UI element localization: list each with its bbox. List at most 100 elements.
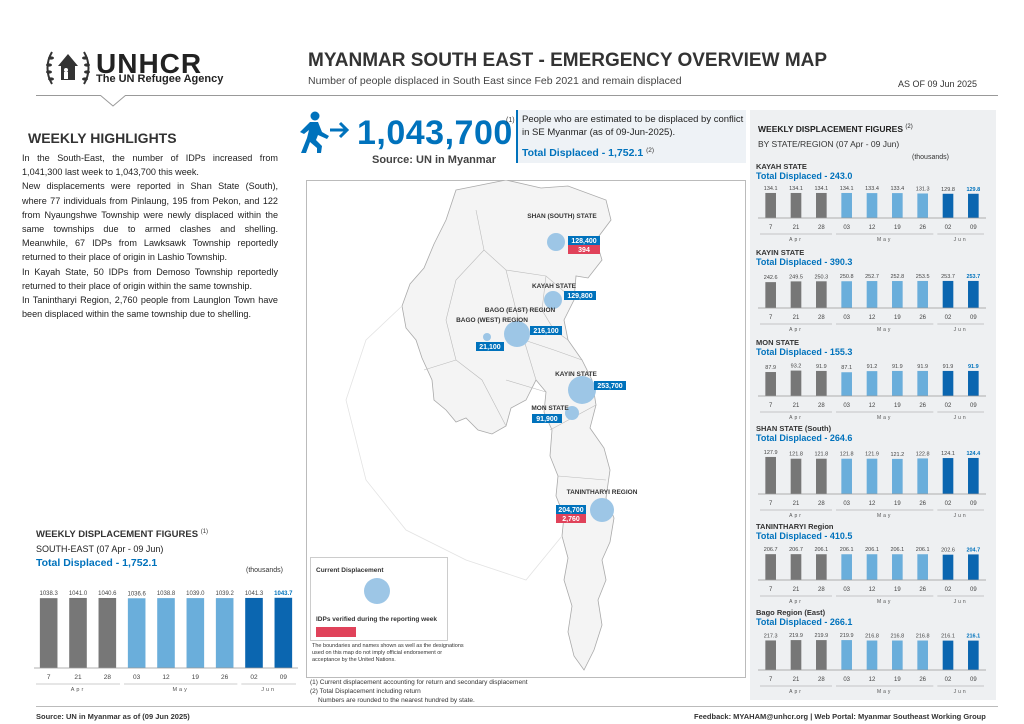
bar-value-label: 1038.3 [39, 591, 58, 597]
value-tag-shan [568, 236, 600, 245]
x-tick-label: 09 [970, 225, 977, 231]
x-tick-label: 19 [894, 403, 901, 409]
displaced-person-icon [300, 111, 350, 153]
state-name: MON STATE [756, 338, 800, 347]
footnote-marker: (1) [200, 529, 209, 535]
kayin-bar-chart: 242.6 7 249.5 21 250.3 28 250.8 03 252.7 12 252.8 1… [758, 274, 986, 333]
bar [841, 458, 852, 494]
headline-description-box [516, 110, 746, 163]
bar [892, 193, 903, 218]
x-tick-label: 28 [818, 403, 825, 409]
map-label-kayin: KAYIN STATE [555, 371, 597, 378]
southeast-chart-unit: (thousands) [246, 567, 283, 574]
bar-value-label: 131.3 [916, 186, 930, 192]
bar [765, 282, 776, 308]
state-name: Bago Region (East) [756, 608, 826, 617]
bar-value-label: 134.1 [814, 186, 828, 192]
bar-value-label: 1041.3 [245, 591, 264, 597]
state-name: KAYAH STATE [756, 162, 807, 171]
x-tick-label: 7 [769, 225, 773, 231]
bar [816, 370, 827, 396]
x-tick-label: 21 [793, 677, 800, 683]
headline-description: People who are estimated to be displaced… [522, 114, 744, 138]
x-tick-label: 03 [843, 677, 850, 683]
footnotes: (1) Current displacement accounting for … [310, 678, 610, 705]
bar [892, 458, 903, 494]
new-text-shan: 394 [578, 247, 590, 254]
value-text-kayah: 129,800 [567, 293, 592, 300]
map-label-bago-west: BAGO (WEST) REGION [456, 317, 528, 324]
state-name: TANINTHARYI Region [756, 522, 834, 531]
bar [866, 281, 878, 308]
footer-source: Source: UN in Myanmar as of (09 Jun 2025… [36, 712, 190, 721]
x-tick-label: 28 [818, 587, 825, 593]
page-subtitle: Number of people displaced in South East… [308, 75, 682, 87]
x-tick-label: 02 [945, 403, 952, 409]
bar-value-label: 134.1 [840, 186, 854, 192]
value-tag-mon [532, 414, 562, 423]
map-disclaimer: The boundaries and names shown as well a… [312, 643, 464, 663]
bar [816, 458, 827, 494]
bubble-tanintharyi [590, 498, 614, 522]
state-total: Total Displaced - 264.6 [756, 433, 853, 443]
highlights-paragraph: In the South-East, the number of IDPs in… [22, 153, 278, 178]
bar [841, 372, 852, 396]
bar-value-label: 134.1 [789, 186, 803, 192]
bar-value-label: 242.6 [764, 275, 778, 281]
x-tick-label: 03 [843, 501, 850, 507]
bar-value-label: 91.9 [892, 364, 903, 370]
value-text-shan: 128,400 [571, 238, 596, 245]
map-boundary [523, 339, 583, 361]
bar-value-label: 127.9 [764, 450, 778, 456]
bago-east-bar-chart: 217.3 7 219.9 21 219.9 28 219.9 03 216.8 12 216.8 1… [758, 633, 986, 695]
value-text-bago-east: 216,100 [533, 328, 558, 335]
x-tick-label: 03 [843, 403, 850, 409]
bar [892, 554, 903, 580]
x-tick-label: 26 [919, 501, 926, 507]
bar [917, 554, 928, 580]
bar-value-label: 206.7 [764, 547, 778, 553]
map-label-tanintharyi: TANINTHARYI REGION [567, 489, 638, 496]
bar-value-label: 91.9 [816, 364, 827, 370]
bar-value-label: 1041.0 [69, 591, 88, 597]
bar-value-label: 216.1 [941, 634, 955, 640]
bar-value-label: 252.7 [865, 274, 879, 280]
bar-value-label: 87.9 [765, 365, 776, 371]
x-tick-label: 26 [919, 403, 926, 409]
bar-value-label: 206.1 [890, 547, 904, 553]
as-of-date: AS OF 09 Jun 2025 [898, 79, 978, 89]
bar [841, 640, 852, 670]
bar [892, 370, 903, 396]
month-label: Apr [789, 237, 803, 243]
bar [841, 192, 852, 218]
bar [790, 281, 802, 308]
x-tick-label: 02 [945, 587, 952, 593]
state-charts-title-text: WEEKLY DISPLACEMENT FIGURES [758, 124, 903, 134]
x-tick-label: 12 [869, 677, 876, 683]
bar [866, 640, 878, 670]
bar-value-label: 204.7 [966, 547, 980, 553]
month-label: May [877, 599, 892, 605]
bar-value-label: 133.4 [865, 186, 879, 192]
x-tick-label: 7 [769, 501, 773, 507]
bar [917, 193, 928, 218]
bar-value-label: 216.8 [865, 634, 879, 640]
map-sea [345, 305, 563, 581]
month-label: Jun [954, 599, 968, 605]
month-label: Apr [789, 689, 803, 695]
map-label-kayah: KAYAH STATE [532, 283, 577, 290]
bar-value-label: 121.9 [865, 452, 879, 458]
bar-value-label: 250.8 [840, 274, 854, 280]
highlights-title: WEEKLY HIGHLIGHTS [28, 130, 177, 146]
x-tick-label: 21 [793, 501, 800, 507]
bar-value-label: 253.7 [941, 274, 955, 280]
bar-value-label: 219.9 [789, 633, 803, 639]
x-tick-label: 02 [945, 501, 952, 507]
bar [841, 554, 852, 580]
bar-value-label: 1040.6 [98, 591, 117, 597]
x-tick-label: 09 [970, 315, 977, 321]
x-tick-label: 09 [970, 677, 977, 683]
value-text-tanintharyi: 204,700 [558, 507, 583, 514]
new-tag-shan [568, 245, 600, 254]
logo-tagline: The UN Refugee Agency [96, 73, 224, 85]
